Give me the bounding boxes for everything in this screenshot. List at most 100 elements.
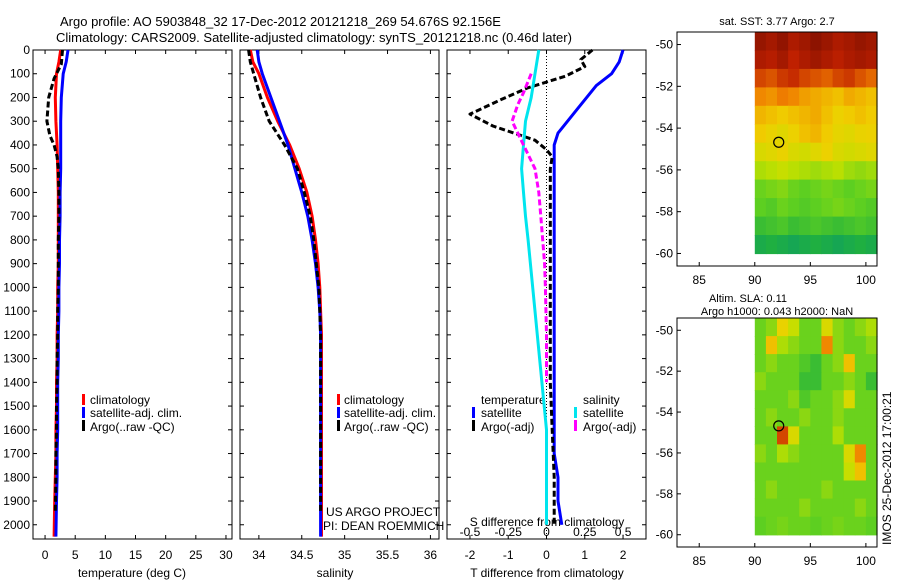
sla-map-cell [788, 498, 800, 518]
sla-map-cell [854, 426, 867, 446]
sst-map-cell [865, 198, 878, 218]
sst-map-cell [865, 50, 878, 70]
temperature-ytick-label: 600 [10, 185, 30, 199]
sst-map-cell [865, 68, 878, 88]
temperature-ytick-label: 1300 [3, 352, 30, 366]
sla-map-xtick-label: 85 [693, 554, 707, 568]
sla-map-cell [865, 390, 878, 409]
legend-label-satellite: satellite-adj. clim. [344, 406, 436, 420]
sla-map-cell [865, 498, 878, 518]
sla-map-cell [821, 498, 834, 518]
sst-map-cell [765, 235, 778, 255]
temperature-x-label: temperature (deg C) [78, 566, 186, 580]
salinity-series-satellite-adj-clim- [255, 49, 323, 537]
temperature-ytick-label: 1900 [3, 494, 30, 508]
sla-map-cell [754, 354, 767, 373]
sst-map-cell [865, 142, 878, 162]
sla-map-cell [821, 462, 834, 482]
sst-map-cell [765, 68, 778, 88]
sla-map-cell [765, 462, 778, 482]
sst-map-cell [865, 87, 878, 107]
sst-map-cell [799, 32, 811, 52]
sla-map-cell [821, 444, 834, 464]
temperature-ytick-label: 800 [10, 233, 30, 247]
temperature-ytick-label: 500 [10, 162, 30, 176]
sla-map-cell [765, 336, 778, 355]
sst-map-cell [754, 50, 767, 70]
sla-map-cell [754, 480, 767, 500]
legend-label-s-satellite: satellite [583, 406, 624, 420]
sla-map-cell [832, 408, 845, 427]
sst-map-cell [843, 179, 856, 199]
sla-map-cell [765, 318, 778, 337]
temperature-ytick-label: 1500 [3, 399, 30, 413]
sst-map-cell [754, 68, 767, 88]
legend-swatch-s-satellite [574, 407, 577, 418]
sst-map-cell [788, 124, 800, 144]
sla-map-argo-marker [773, 420, 785, 432]
legend-label-climatology: climatology [344, 393, 404, 407]
sst-map-ytick-label: -50 [656, 38, 674, 52]
sla-map-cell [799, 318, 811, 337]
sst-map-cell [821, 216, 834, 236]
sla-map-cell [821, 390, 834, 409]
sst-map-cell [799, 235, 811, 255]
project-annotation: US ARGO PROJECT [326, 505, 441, 519]
sst-map-cell [754, 235, 767, 255]
sst-map-title: sat. SST: 3.77 Argo: 2.7 [719, 16, 835, 28]
sst-map-cell [810, 32, 822, 52]
sst-map-ytick-label: -52 [656, 79, 674, 93]
sla-map-cell [832, 498, 845, 518]
sla-map-cell [810, 390, 822, 409]
sst-map-cell [777, 179, 789, 199]
sst-map-cell [832, 198, 845, 218]
sla-map-cell [765, 408, 778, 427]
sla-map-cell [810, 480, 822, 500]
sst-map-cell [777, 198, 789, 218]
sst-map-cell [777, 68, 789, 88]
sla-map-cell [865, 480, 878, 500]
sst-map-cell [788, 87, 800, 107]
sla-map-cell [821, 336, 834, 355]
temperature-xtick-label: 15 [129, 548, 143, 562]
sla-map-cell [765, 390, 778, 409]
sst-map-cell [765, 142, 778, 162]
sla-map-cell [865, 372, 878, 391]
sla-map-cell [821, 516, 834, 536]
difference-s-tick-label: 0.5 [615, 525, 632, 539]
sla-map-cell [865, 336, 878, 355]
sst-map-cell [821, 32, 834, 52]
sla-map-cell [810, 336, 822, 355]
sla-map-cell [754, 444, 767, 464]
temperature-ytick-label: 1700 [3, 447, 30, 461]
sst-map-cell [777, 105, 789, 125]
sla-map-cell [810, 444, 822, 464]
temperature-ytick-label: 1100 [4, 304, 30, 318]
sla-map-cell [854, 444, 867, 464]
sla-map-cell [821, 354, 834, 373]
sla-map-cell [854, 354, 867, 373]
sst-map-cell [799, 179, 811, 199]
sla-map-ytick-label: -58 [656, 487, 674, 501]
temperature-ytick-label: 700 [10, 209, 30, 223]
sst-map-cell [832, 179, 845, 199]
sst-map-cell [843, 68, 856, 88]
sst-map-cell [832, 87, 845, 107]
sst-map-cell [810, 105, 822, 125]
sla-map-cell [777, 462, 789, 482]
sla-map-cell [843, 354, 856, 373]
sst-map-cell [754, 161, 767, 181]
sla-map-cell [777, 480, 789, 500]
sst-map-cell [865, 179, 878, 199]
sst-map-cell [832, 235, 845, 255]
sla-map-ytick-label: -52 [656, 364, 674, 378]
sla-map-cell [799, 498, 811, 518]
sst-map-cell [810, 161, 822, 181]
sst-map-ytick-label: -54 [656, 121, 674, 135]
sst-map-cell [821, 68, 834, 88]
sst-map-cell [865, 32, 878, 52]
difference-series-s-satellite [520, 49, 548, 525]
sla-map-cell [843, 426, 856, 446]
sla-map-cell [754, 408, 767, 427]
